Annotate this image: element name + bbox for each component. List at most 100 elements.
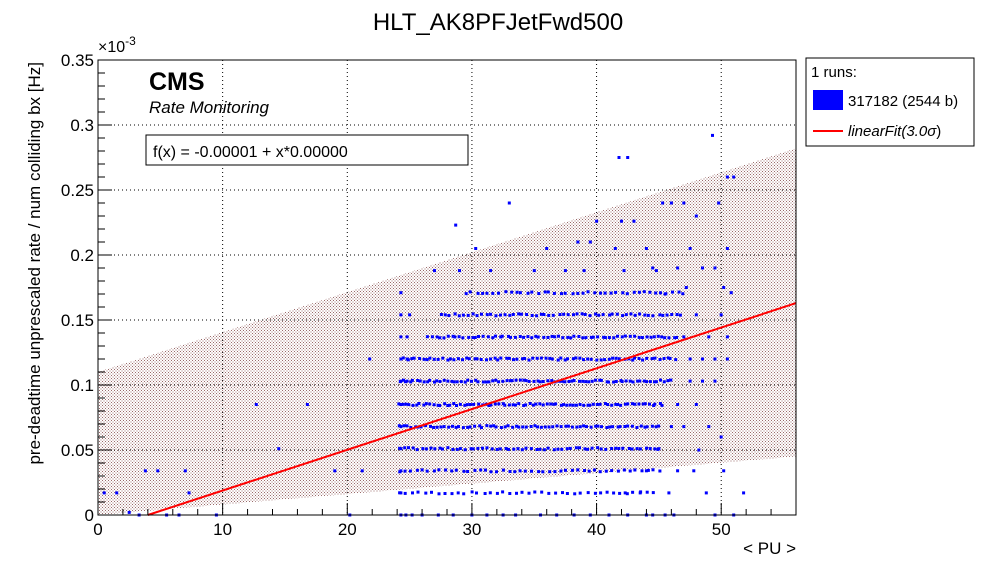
data-point (675, 336, 679, 339)
data-point (674, 358, 678, 362)
data-point (480, 426, 483, 430)
data-point (603, 336, 607, 340)
fit-line (147, 302, 797, 516)
data-point (659, 378, 662, 382)
data-point (608, 313, 612, 317)
data-point (473, 424, 477, 428)
data-point (500, 334, 504, 338)
data-point (628, 334, 632, 338)
data-point (586, 491, 590, 495)
data-point (667, 491, 671, 495)
grid-lines (98, 60, 796, 515)
data-point (713, 266, 717, 270)
data-point (678, 313, 682, 317)
data-point (424, 447, 428, 451)
data-point (428, 402, 432, 406)
y-tick-label: 0.15 (61, 311, 94, 330)
data-point (399, 491, 403, 495)
data-point (461, 313, 465, 317)
data-point (487, 404, 491, 407)
data-point (401, 402, 405, 406)
data-point (607, 336, 611, 339)
data-point (645, 380, 649, 384)
data-point (432, 357, 436, 361)
data-point (628, 469, 632, 473)
data-point (491, 379, 495, 383)
data-point (402, 424, 406, 428)
data-point (428, 378, 432, 382)
data-point (458, 269, 461, 273)
data-point (417, 402, 421, 405)
data-point (605, 490, 609, 494)
data-point (663, 336, 667, 340)
data-point (611, 425, 615, 429)
data-point (563, 291, 567, 295)
data-point (598, 378, 602, 382)
data-point (648, 447, 652, 451)
data-point (599, 291, 602, 295)
data-point (543, 290, 547, 294)
data-point (477, 335, 480, 338)
data-point (566, 313, 570, 317)
data-point (682, 425, 686, 429)
data-point (669, 201, 673, 205)
data-point (455, 447, 459, 451)
data-point (403, 446, 407, 450)
data-point (563, 269, 567, 273)
data-point (614, 356, 618, 360)
data-point (530, 336, 534, 340)
data-point (626, 424, 630, 428)
data-point (473, 357, 477, 361)
data-point (607, 380, 610, 384)
data-point (560, 292, 563, 296)
data-point (503, 425, 507, 429)
data-point (277, 447, 281, 451)
data-point (633, 356, 636, 360)
data-point (458, 447, 462, 451)
data-point (612, 336, 616, 340)
data-point (572, 379, 576, 382)
data-point (495, 447, 499, 451)
data-point (586, 403, 590, 407)
data-point (620, 380, 624, 383)
data-point (453, 312, 457, 316)
data-point (614, 446, 618, 450)
data-point (722, 469, 726, 473)
data-point (547, 425, 551, 429)
data-point (599, 378, 603, 382)
data-point (401, 356, 405, 360)
data-point (559, 356, 563, 360)
data-point (481, 334, 485, 338)
legend-label-fit-sigma: σ (927, 123, 937, 140)
data-point (412, 356, 416, 360)
data-point (622, 269, 626, 273)
data-point (532, 379, 536, 383)
data-point (554, 491, 558, 495)
data-point (485, 291, 489, 295)
data-point (399, 291, 403, 295)
data-point (688, 357, 692, 361)
data-point (542, 448, 546, 452)
data-point (532, 269, 536, 273)
data-point (430, 490, 433, 494)
data-point (437, 468, 441, 472)
data-point (713, 357, 717, 361)
data-point (609, 291, 613, 295)
data-point (572, 313, 575, 317)
data-point (522, 378, 526, 382)
legend-label-fit-main: linearFit(3.0 (848, 123, 928, 140)
data-point (610, 312, 614, 316)
data-point (732, 175, 736, 179)
cms-label: CMS (149, 68, 205, 96)
data-point (468, 403, 472, 406)
data-point (115, 491, 119, 495)
data-point (568, 446, 572, 450)
data-point (433, 380, 436, 384)
x-tick-label: 50 (712, 520, 731, 539)
data-point (590, 379, 594, 383)
data-point (456, 491, 460, 495)
data-point (368, 357, 372, 361)
y-tick-label: 0.35 (61, 51, 94, 70)
data-point (527, 379, 531, 383)
